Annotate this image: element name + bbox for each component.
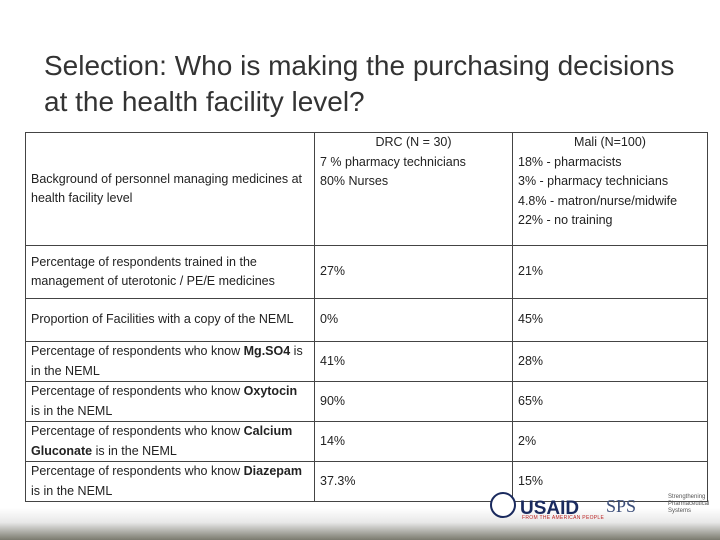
- label-text: is in the NEML: [31, 483, 113, 498]
- table-row: Percentage of respondents who know Mg.SO…: [25, 341, 708, 382]
- label-emphasis: Calcium Gluconate: [31, 424, 293, 458]
- table-row: Proportion of Facilities with a copy of …: [25, 298, 708, 342]
- table-cell: 2%: [512, 421, 708, 462]
- column-header: Mali (N=100): [574, 135, 646, 149]
- table-cell: Mali (N=100) 18% - pharmacists 3% - pharma…: [512, 132, 708, 246]
- row-label: Percentage of respondents who know Calci…: [25, 421, 315, 462]
- table-row: Percentage of respondents who know Diaze…: [25, 461, 708, 502]
- row-label: Percentage of respondents who know Mg.SO…: [25, 341, 315, 382]
- table-cell: 27%: [314, 245, 513, 299]
- row-label: Proportion of Facilities with a copy of …: [25, 298, 315, 342]
- label-emphasis: Diazepam: [243, 464, 302, 478]
- table-cell: 28%: [512, 341, 708, 382]
- label-text: Percentage of respondents who know: [31, 424, 244, 438]
- cell-line: 18% - pharmacists: [518, 154, 622, 169]
- table-cell: 41%: [314, 341, 513, 382]
- row-label: Percentage of respondents who know Diaze…: [25, 461, 315, 502]
- label-text: is in the NEML: [31, 403, 113, 418]
- table-cell: 0%: [314, 298, 513, 342]
- usaid-logo: USAID: [520, 498, 580, 519]
- table-cell: 65%: [512, 381, 708, 422]
- table-cell: DRC (N = 30) 7 % pharmacy technicians 80% …: [314, 132, 513, 246]
- label-text: is in the NEML: [31, 344, 303, 378]
- sps-name: Strengthening Pharmaceutical Systems: [668, 494, 710, 514]
- table-row: Background of personnel managing medicin…: [25, 132, 708, 246]
- slide-title: Selection: Who is making the purchasing …: [44, 50, 675, 117]
- table-row: Percentage of respondents who know Oxyto…: [25, 381, 708, 422]
- table-cell: 14%: [314, 421, 513, 462]
- sps-logo: SPS: [606, 496, 637, 516]
- row-label: Percentage of respondents trained in the…: [25, 245, 315, 299]
- table-cell: 90%: [314, 381, 513, 422]
- cell-line: 3% - pharmacy technicians: [518, 174, 669, 188]
- table-row: Percentage of respondents trained in the…: [25, 245, 708, 299]
- table-cell: 21%: [512, 245, 708, 299]
- cell-line: 80% Nurses: [320, 174, 389, 188]
- table-cell: 15%: [512, 461, 708, 502]
- usaid-tagline: FROM THE AMERICAN PEOPLE: [522, 515, 605, 521]
- label-text: Percentage of respondents who know: [31, 384, 244, 398]
- row-label: Background of personnel managing medicin…: [25, 132, 315, 246]
- usaid-seal: [490, 492, 516, 518]
- table-row: Percentage of respondents who know Calci…: [25, 421, 708, 462]
- row-label: Percentage of respondents who know Oxyto…: [25, 381, 315, 422]
- label-text: Percentage of respondents who know: [31, 464, 244, 478]
- label-text: is in the NEML: [92, 443, 177, 458]
- column-header: DRC (N = 30): [375, 135, 452, 149]
- cell-line: 7 % pharmacy technicians: [320, 154, 466, 169]
- footer-bar: [0, 508, 720, 540]
- table-cell: 37.3%: [314, 461, 513, 502]
- cell-line: 22% - no training: [518, 213, 613, 227]
- label-emphasis: Mg.SO4: [243, 344, 291, 358]
- table-cell: 45%: [512, 298, 708, 342]
- label-text: Percentage of respondents who know: [31, 344, 244, 358]
- label-emphasis: Oxytocin: [243, 384, 298, 398]
- data-table: Background of personnel managing medicin…: [25, 132, 708, 502]
- cell-line: 4.8% - matron/nurse/midwife: [518, 193, 678, 208]
